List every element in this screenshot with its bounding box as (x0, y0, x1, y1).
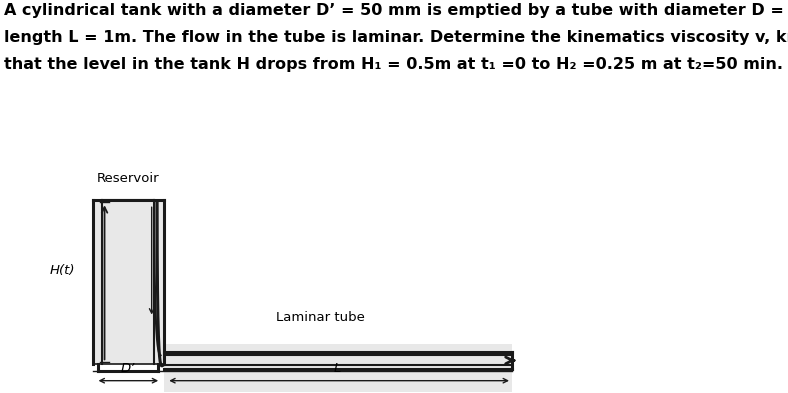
Text: Laminar tube: Laminar tube (276, 312, 365, 325)
Text: L: L (334, 362, 341, 375)
Text: A cylindrical tank with a diameter D’ = 50 mm is emptied by a tube with diameter: A cylindrical tank with a diameter D’ = … (4, 3, 788, 72)
Bar (93, 200, 164, 364)
Text: Reservoir: Reservoir (97, 172, 160, 185)
Text: D’: D’ (121, 362, 136, 375)
Text: H(t): H(t) (49, 264, 75, 277)
Bar (164, 343, 512, 393)
